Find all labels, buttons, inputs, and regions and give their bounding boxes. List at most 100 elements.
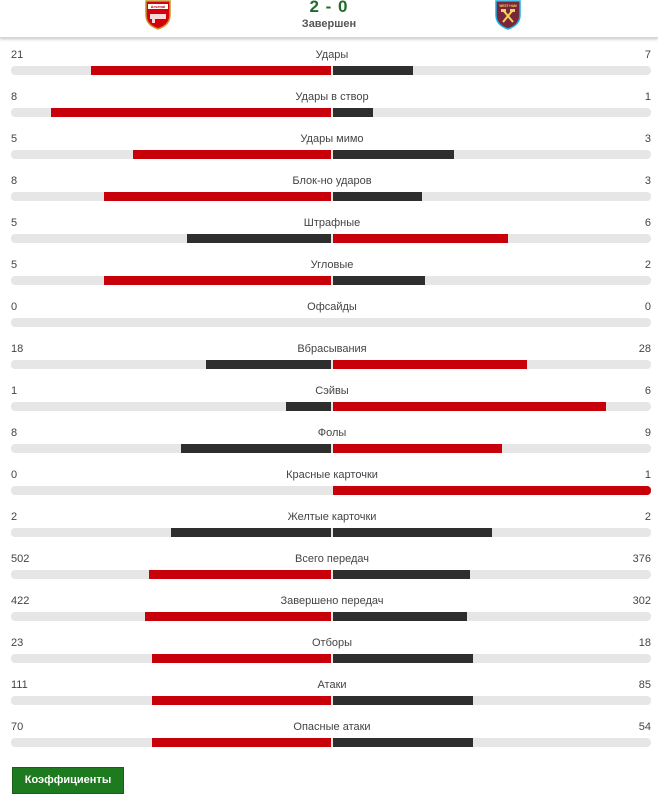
home-stat-value: 111 bbox=[11, 679, 28, 691]
stat-bar-track bbox=[11, 444, 651, 453]
away-stat-value: 376 bbox=[632, 553, 651, 565]
away-stat-value: 2 bbox=[644, 259, 651, 271]
stat-row: 18 Вбрасывания 28 bbox=[0, 342, 658, 384]
away-stat-value: 54 bbox=[638, 721, 651, 733]
odds-button[interactable]: Коэффициенты bbox=[12, 767, 124, 794]
stat-name: Блок-но ударов bbox=[292, 175, 372, 187]
stat-bar-track bbox=[11, 486, 651, 495]
stat-name: Штрафные bbox=[303, 217, 361, 229]
match-header: Arsenal 2 - 0 Завершен WEST HAM bbox=[0, 0, 658, 38]
stat-bar-track bbox=[11, 570, 651, 579]
home-stat-value: 5 bbox=[11, 259, 18, 271]
home-stat-bar bbox=[104, 192, 331, 201]
stat-name: Красные карточки bbox=[286, 469, 378, 481]
stat-row: 8 Фолы 9 bbox=[0, 426, 658, 468]
away-stat-value: 7 bbox=[644, 49, 651, 61]
match-score: 2 - 0 bbox=[309, 0, 349, 16]
home-stat-bar bbox=[104, 276, 331, 285]
stat-bar-track bbox=[11, 318, 651, 327]
home-stat-value: 2 bbox=[11, 511, 18, 523]
home-stat-value: 23 bbox=[11, 637, 24, 649]
home-stat-value: 502 bbox=[11, 553, 30, 565]
home-stat-bar bbox=[152, 696, 331, 705]
away-stat-bar bbox=[333, 528, 492, 537]
home-stat-value: 0 bbox=[11, 469, 18, 481]
stat-row: 8 Блок-но ударов 3 bbox=[0, 174, 658, 216]
home-stat-bar bbox=[171, 528, 331, 537]
arsenal-crest-icon[interactable]: Arsenal bbox=[145, 0, 171, 30]
home-stat-value: 5 bbox=[11, 217, 18, 229]
home-stat-value: 8 bbox=[11, 91, 18, 103]
away-stat-bar bbox=[333, 66, 413, 75]
home-stat-value: 0 bbox=[11, 301, 18, 313]
away-stat-value: 0 bbox=[644, 301, 651, 313]
away-stat-value: 1 bbox=[644, 469, 651, 481]
match-stats-list: 21 Удары 7 8 Удары в створ 1 5 Удары мимо 3 8 Блок… bbox=[0, 48, 658, 762]
stat-bar-track bbox=[11, 654, 651, 663]
stat-bar-track bbox=[11, 108, 651, 117]
away-stat-bar bbox=[333, 612, 467, 621]
stat-bar-track bbox=[11, 66, 651, 75]
home-stat-value: 18 bbox=[11, 343, 24, 355]
stat-bar-track bbox=[11, 402, 651, 411]
stat-name: Угловые bbox=[310, 259, 354, 271]
stat-row: 2 Желтые карточки 2 bbox=[0, 510, 658, 552]
home-stat-bar bbox=[206, 360, 331, 369]
stat-row: 21 Удары 7 bbox=[0, 48, 658, 90]
stat-row: 0 Офсайды 0 bbox=[0, 300, 658, 342]
away-stat-value: 3 bbox=[644, 133, 651, 145]
home-stat-bar bbox=[286, 402, 331, 411]
stat-row: 23 Отборы 18 bbox=[0, 636, 658, 678]
away-stat-bar bbox=[333, 570, 470, 579]
away-stat-bar bbox=[333, 402, 606, 411]
away-stat-bar bbox=[333, 192, 422, 201]
home-stat-value: 70 bbox=[11, 721, 24, 733]
stat-bar-track bbox=[11, 612, 651, 621]
away-stat-value: 85 bbox=[638, 679, 651, 691]
home-stat-bar bbox=[187, 234, 331, 243]
stat-name: Фолы bbox=[317, 427, 347, 439]
stat-row: 8 Удары в створ 1 bbox=[0, 90, 658, 132]
stat-name: Атаки bbox=[317, 679, 347, 691]
home-stat-value: 5 bbox=[11, 133, 18, 145]
stat-row: 502 Всего передач 376 bbox=[0, 552, 658, 594]
stat-row: 5 Угловые 2 bbox=[0, 258, 658, 300]
away-stat-bar bbox=[333, 276, 425, 285]
stat-name: Сэйвы bbox=[315, 385, 349, 397]
away-stat-value: 3 bbox=[644, 175, 651, 187]
away-stat-value: 18 bbox=[638, 637, 651, 649]
home-stat-bar bbox=[91, 66, 331, 75]
away-stat-value: 1 bbox=[644, 91, 651, 103]
stat-row: 0 Красные карточки 1 bbox=[0, 468, 658, 510]
west-ham-crest-icon[interactable]: WEST HAM bbox=[495, 0, 521, 30]
away-stat-bar bbox=[333, 444, 502, 453]
stat-name: Вбрасывания bbox=[297, 343, 367, 355]
away-stat-value: 6 bbox=[644, 385, 651, 397]
stat-bar-track bbox=[11, 528, 651, 537]
stat-bar-track bbox=[11, 360, 651, 369]
away-stat-bar bbox=[333, 738, 473, 747]
away-stat-bar bbox=[333, 234, 508, 243]
home-stat-bar bbox=[181, 444, 331, 453]
away-stat-bar bbox=[333, 150, 454, 159]
away-stat-value: 9 bbox=[644, 427, 651, 439]
home-stat-value: 1 bbox=[11, 385, 18, 397]
away-crest-text: WEST HAM bbox=[499, 4, 517, 8]
home-stat-value: 8 bbox=[11, 175, 18, 187]
stat-bar-track bbox=[11, 276, 651, 285]
stat-bar-track bbox=[11, 150, 651, 159]
home-stat-bar bbox=[145, 612, 331, 621]
stat-name: Всего передач bbox=[295, 553, 369, 565]
stat-name: Желтые карточки bbox=[287, 511, 377, 523]
stat-row: 5 Удары мимо 3 bbox=[0, 132, 658, 174]
away-stat-value: 2 bbox=[644, 511, 651, 523]
stat-row: 422 Завершено передач 302 bbox=[0, 594, 658, 636]
stat-name: Завершено передач bbox=[280, 595, 384, 607]
home-stat-bar bbox=[152, 654, 331, 663]
stat-name: Отборы bbox=[311, 637, 353, 649]
home-stat-value: 21 bbox=[11, 49, 24, 61]
home-stat-bar bbox=[133, 150, 331, 159]
away-stat-bar bbox=[333, 654, 473, 663]
stat-name: Удары мимо bbox=[300, 133, 364, 145]
home-stat-bar bbox=[149, 570, 331, 579]
